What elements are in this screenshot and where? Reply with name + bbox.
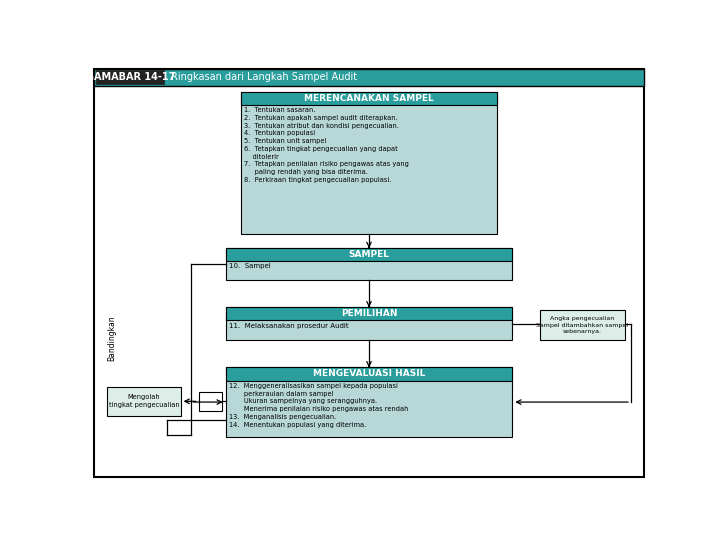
Text: PEMILIHAN: PEMILIHAN	[341, 309, 397, 319]
Bar	[241, 92, 497, 105]
Bar	[539, 309, 625, 340]
Bar	[225, 307, 513, 320]
Text: 1.  Tentukan sasaran.
2.  Tentukan apakah sampel audit diterapkan.
3.  Tentukan : 1. Tentukan sasaran. 2. Tentukan apakah …	[244, 107, 409, 183]
Text: 11.  Melaksanakan prosedur Audit: 11. Melaksanakan prosedur Audit	[229, 323, 348, 329]
Text: Bandingkan: Bandingkan	[107, 315, 116, 361]
Bar	[225, 367, 513, 437]
Text: MERENCANAKAN SAMPEL: MERENCANAKAN SAMPEL	[304, 94, 434, 103]
Text: 12.  Menggeneralisasikan sampel kepada populasi
       perkeraulan dalam sampel
: 12. Menggeneralisasikan sampel kepada po…	[229, 383, 408, 428]
Text: GAMABAR 14-17: GAMABAR 14-17	[86, 72, 175, 82]
Bar	[225, 307, 513, 340]
Text: SAMPEL: SAMPEL	[348, 250, 390, 259]
Bar	[94, 69, 644, 85]
Bar	[225, 248, 513, 261]
Bar	[199, 392, 222, 410]
Bar	[107, 387, 181, 416]
Bar	[241, 92, 497, 234]
Text: Angka pengecualian
Sampel ditambahkan sampel
sebenarnya.: Angka pengecualian Sampel ditambahkan sa…	[536, 316, 628, 334]
Text: 10.  Sampel: 10. Sampel	[229, 264, 271, 269]
Text: Mengolah
tingkat pengecualian: Mengolah tingkat pengecualian	[109, 394, 179, 408]
Text: Ringkasan dari Langkah Sampel Audit: Ringkasan dari Langkah Sampel Audit	[171, 72, 358, 82]
Bar	[96, 70, 164, 84]
Text: MENGEVALUASI HASIL: MENGEVALUASI HASIL	[312, 369, 426, 379]
Bar	[225, 248, 513, 280]
Bar	[225, 367, 513, 381]
